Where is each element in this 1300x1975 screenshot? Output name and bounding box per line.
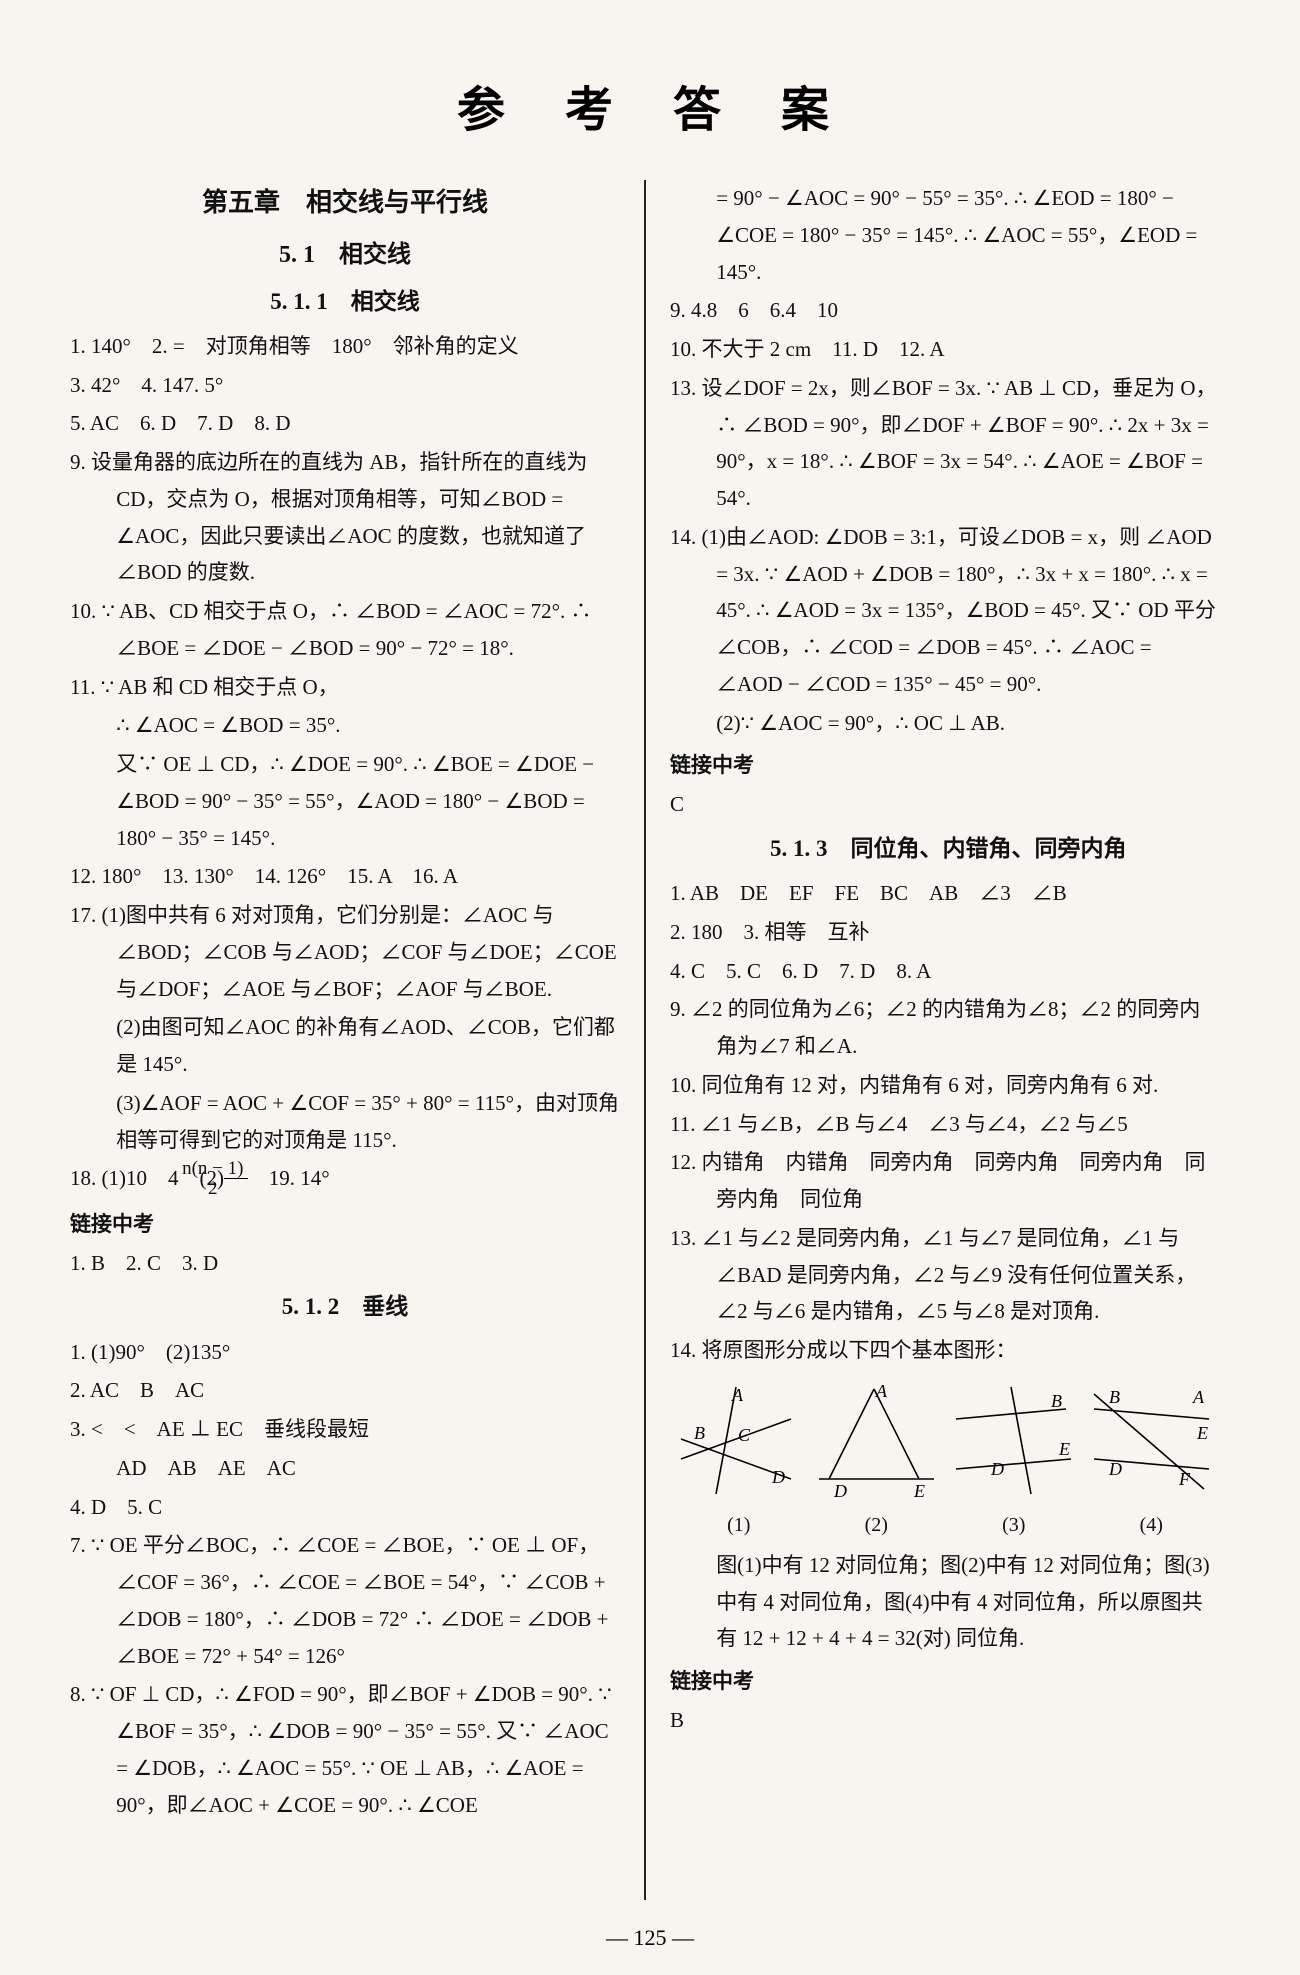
chapter-heading: 第五章 相交线与平行线 <box>70 180 620 226</box>
subsection-5-1-1: 5. 1. 1 相交线 <box>70 282 620 322</box>
answer-17-1: 17. (1)图中共有 6 对对顶角，它们分别是：∠AOC 与∠BOD；∠COB… <box>70 897 620 1007</box>
v-answer-9: 9. 4.8 6 6.4 10 <box>670 292 1220 329</box>
v-answer-3b: AD AB AE AC <box>70 1450 620 1487</box>
subsection-5-1-2: 5. 1. 2 垂线 <box>70 1287 620 1327</box>
v-answer-7: 7. ∵ OE 平分∠BOC，∴ ∠COE = ∠BOE，∵ OE ⊥ OF，∠… <box>70 1527 620 1674</box>
s-answer-12: 12. 内错角 内错角 同旁内角 同旁内角 同旁内角 同旁内角 同位角 <box>670 1144 1220 1218</box>
s-answer-14b: 图(1)中有 12 对同位角；图(2)中有 12 对同位角；图(3)中有 4 对… <box>670 1547 1220 1657</box>
v-answer-14-2: (2)∵ ∠AOC = 90°，∴ OC ⊥ AB. <box>670 705 1220 742</box>
svg-text:F: F <box>1178 1469 1191 1489</box>
s-answer-9: 9. ∠2 的同位角为∠6；∠2 的内错角为∠8；∠2 的同旁内角为∠7 和∠A… <box>670 991 1220 1065</box>
v-answer-13: 13. 设∠DOF = 2x，则∠BOF = 3x. ∵ AB ⊥ CD，垂足为… <box>670 370 1220 517</box>
section-5-1: 5. 1 相交线 <box>70 234 620 276</box>
geometry-diagram-icon: B AE D F <box>1089 1379 1214 1504</box>
answer-1: 1. 140° 2. = 对顶角相等 180° 邻补角的定义 <box>70 328 620 365</box>
svg-text:C: C <box>738 1425 751 1445</box>
s-answer-14: 14. 将原图形分成以下四个基本图形： <box>670 1332 1220 1369</box>
answer-10: 10. ∵ AB、CD 相交于点 O，∴ ∠BOD = ∠AOC = 72°. … <box>70 593 620 667</box>
link-exam-3-answers: B <box>670 1702 1220 1739</box>
two-column-layout: 第五章 相交线与平行线 5. 1 相交线 5. 1. 1 相交线 1. 140°… <box>70 180 1240 1900</box>
v-answer-3: 3. < < AE ⊥ EC 垂线段最短 <box>70 1411 620 1448</box>
v-answer-2: 2. AC B AC <box>70 1372 620 1409</box>
page-title: 参 考 答 案 <box>70 70 1240 140</box>
right-column: = 90° − ∠AOC = 90° − 55° = 35°. ∴ ∠EOD =… <box>650 180 1220 1900</box>
svg-text:D: D <box>1108 1459 1122 1479</box>
link-exam-heading-3: 链接中考 <box>670 1663 1220 1700</box>
answer-17-2: (2)由图可知∠AOC 的补角有∠AOD、∠COB，它们都是 145°. <box>70 1009 620 1083</box>
diagram-1: AC B D (1) <box>676 1379 801 1543</box>
answer-5: 5. AC 6. D 7. D 8. D <box>70 405 620 442</box>
link-exam-heading-1: 链接中考 <box>70 1206 620 1243</box>
answer-18-post: 19. 14° <box>248 1166 330 1190</box>
s-answer-2: 2. 180 3. 相等 互补 <box>670 914 1220 951</box>
svg-text:B: B <box>1109 1387 1120 1407</box>
s-answer-1: 1. AB DE EF FE BC AB ∠3 ∠B <box>670 875 1220 912</box>
diagram-4: B AE D F (4) <box>1089 1379 1214 1543</box>
svg-text:E: E <box>1058 1439 1070 1459</box>
svg-text:B: B <box>694 1423 705 1443</box>
svg-text:A: A <box>1192 1387 1205 1407</box>
geometry-diagram-icon: B D E <box>951 1379 1076 1504</box>
subsection-5-1-3: 5. 1. 3 同位角、内错角、同旁内角 <box>770 829 1220 869</box>
answer-12: 12. 180° 13. 130° 14. 126° 15. A 16. A <box>70 858 620 895</box>
svg-text:D: D <box>990 1459 1004 1479</box>
link-exam-2-answers: C <box>670 786 1220 823</box>
v-answer-4: 4. D 5. C <box>70 1489 620 1526</box>
s-answer-13: 13. ∠1 与∠2 是同旁内角，∠1 与∠7 是同位角，∠1 与∠BAD 是同… <box>670 1220 1220 1330</box>
v-answer-8-cont: = 90° − ∠AOC = 90° − 55° = 35°. ∴ ∠EOD =… <box>670 180 1220 290</box>
link-exam-1-answers: 1. B 2. C 3. D <box>70 1245 620 1282</box>
answer-17-3: (3)∠AOF = AOC + ∠COF = 35° + 80° = 115°，… <box>70 1085 620 1159</box>
svg-text:E: E <box>1196 1423 1208 1443</box>
column-divider <box>644 180 646 1900</box>
answer-11b: ∴ ∠AOC = ∠BOD = 35°. <box>70 707 620 744</box>
frac-den: 2 <box>224 1179 248 1198</box>
v-answer-1: 1. (1)90° (2)135° <box>70 1334 620 1371</box>
answer-9: 9. 设量角器的底边所在的直线为 AB，指针所在的直线为 CD，交点为 O，根据… <box>70 444 620 591</box>
v-answer-8: 8. ∵ OF ⊥ CD，∴ ∠FOD = 90°，即∠BOF + ∠DOB =… <box>70 1676 620 1823</box>
diagram-3: B D E (3) <box>951 1379 1076 1543</box>
v-answer-10: 10. 不大于 2 cm 11. D 12. A <box>670 331 1220 368</box>
svg-text:D: D <box>833 1481 847 1501</box>
answer-18: 18. (1)10 4 (2)n(n − 1)2 19. 14° <box>70 1160 620 1200</box>
answer-11c: 又∵ OE ⊥ CD，∴ ∠DOE = 90°. ∴ ∠BOE = ∠DOE −… <box>70 746 620 856</box>
s-answer-11: 11. ∠1 与∠B，∠B 与∠4 ∠3 与∠4，∠2 与∠5 <box>670 1106 1220 1143</box>
svg-text:A: A <box>875 1381 888 1401</box>
svg-text:A: A <box>731 1385 744 1405</box>
answer-11a: 11. ∵ AB 和 CD 相交于点 O， <box>70 669 620 706</box>
s-answer-10: 10. 同位角有 12 对，内错角有 6 对，同旁内角有 6 对. <box>670 1067 1220 1104</box>
svg-text:D: D <box>771 1467 785 1487</box>
diagram-2-label: (2) <box>814 1508 939 1543</box>
frac-num: n(n − 1) <box>224 1159 248 1179</box>
svg-text:E: E <box>913 1481 925 1501</box>
left-column: 第五章 相交线与平行线 5. 1 相交线 5. 1. 1 相交线 1. 140°… <box>70 180 640 1900</box>
fraction-icon: n(n − 1)2 <box>224 1159 248 1198</box>
diagram-2: A D E (2) <box>814 1379 939 1543</box>
link-exam-heading-2: 链接中考 <box>670 747 1220 784</box>
diagram-1-label: (1) <box>676 1508 801 1543</box>
geometry-diagram-icon: AC B D <box>676 1379 801 1504</box>
s-answer-4: 4. C 5. C 6. D 7. D 8. A <box>670 953 1220 990</box>
geometry-diagram-icon: A D E <box>814 1379 939 1504</box>
v-answer-14-1: 14. (1)由∠AOD: ∠DOB = 3:1，可设∠DOB = x，则 ∠A… <box>670 519 1220 703</box>
answer-3: 3. 42° 4. 147. 5° <box>70 367 620 404</box>
page-number: — 125 — <box>0 1925 1300 1951</box>
svg-text:B: B <box>1051 1391 1062 1411</box>
diagram-row: ACBD (1) ADE (2) BDE (3) BAEDF (4) <box>670 1379 1220 1543</box>
diagram-4-label: (4) <box>1089 1508 1214 1543</box>
diagram-3-label: (3) <box>951 1508 1076 1543</box>
